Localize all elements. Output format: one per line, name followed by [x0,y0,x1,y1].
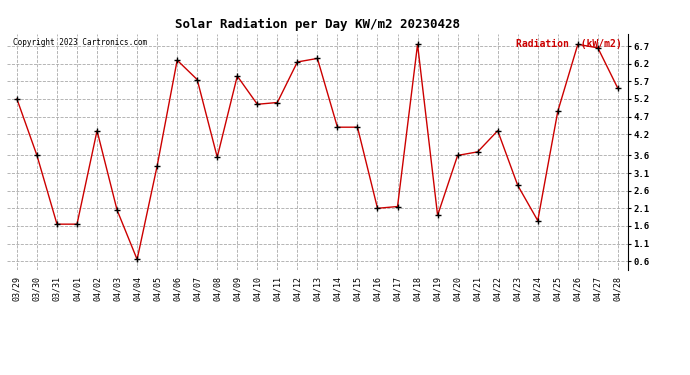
Title: Solar Radiation per Day KW/m2 20230428: Solar Radiation per Day KW/m2 20230428 [175,18,460,31]
Text: Copyright 2023 Cartronics.com: Copyright 2023 Cartronics.com [13,39,147,48]
Text: Radiation  (kW/m2): Radiation (kW/m2) [516,39,622,48]
